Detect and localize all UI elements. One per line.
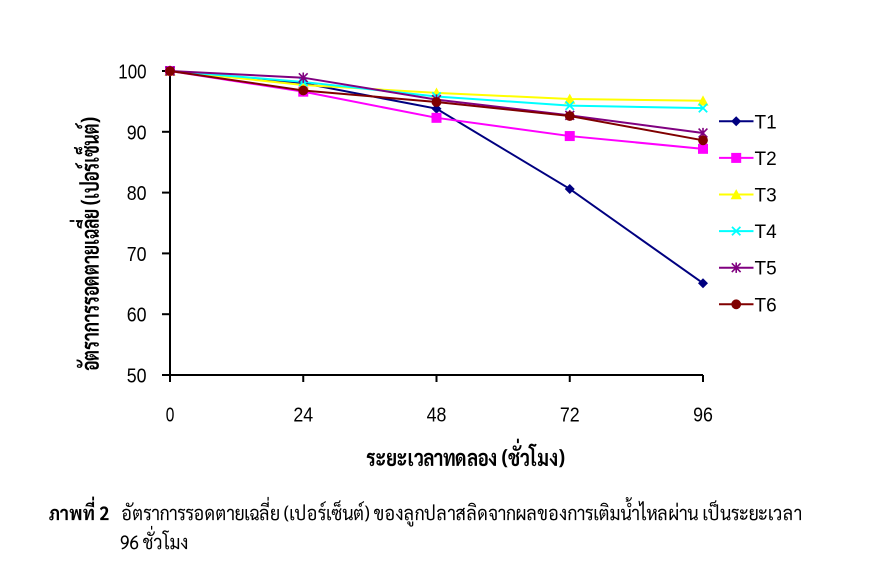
svg-text:96: 96 [693,405,713,427]
svg-text:T1: T1 [755,112,777,133]
svg-text:T4: T4 [755,222,778,243]
svg-text:50: 50 [127,366,147,388]
svg-text:70: 70 [127,244,147,266]
svg-text:24: 24 [293,405,313,427]
svg-text:80: 80 [127,183,147,205]
svg-text:T6: T6 [755,295,777,316]
svg-text:0: 0 [166,405,175,427]
svg-text:90: 90 [127,122,147,144]
svg-text:72: 72 [560,405,580,427]
svg-text:T3: T3 [755,186,777,207]
svg-text:48: 48 [427,405,447,427]
svg-text:100: 100 [118,62,146,84]
svg-text:T5: T5 [755,259,777,280]
svg-text:60: 60 [127,305,147,327]
svg-text:T2: T2 [755,149,777,170]
